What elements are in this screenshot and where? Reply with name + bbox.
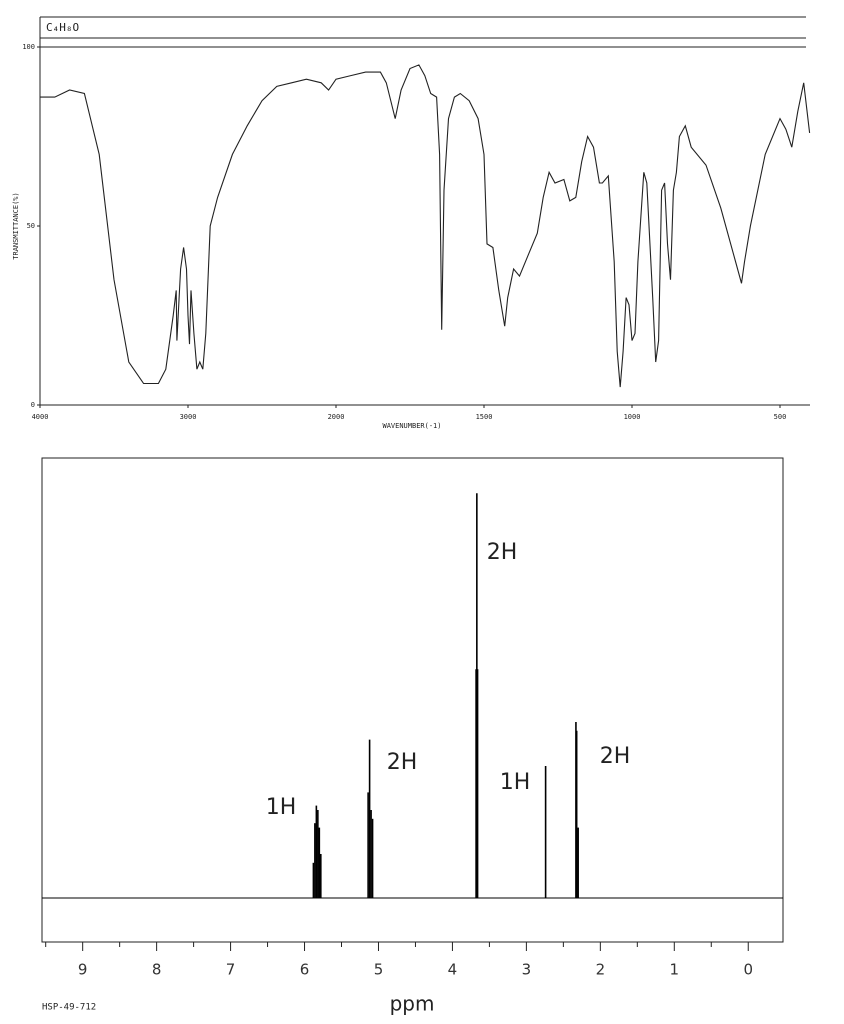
x-tick-label: 4000 bbox=[32, 413, 49, 421]
y-axis-label: TRANSMITTANCE(%) bbox=[12, 192, 20, 259]
x-tick-label: 5 bbox=[374, 961, 384, 979]
annotation: 2H bbox=[487, 540, 518, 565]
spectrum-line bbox=[40, 64, 811, 388]
y-tick-label: 100 bbox=[22, 43, 35, 51]
annotation: 1H bbox=[266, 795, 297, 820]
y-tick-label: 0 bbox=[31, 401, 35, 409]
x-axis-label: WAVENUMBER(-1) bbox=[382, 422, 441, 430]
x-tick-label: 0 bbox=[743, 961, 753, 979]
annotation: 2H bbox=[387, 750, 418, 775]
x-tick-label: 4 bbox=[448, 961, 458, 979]
x-tick-label: 2000 bbox=[328, 413, 345, 421]
x-tick-label: 8 bbox=[152, 961, 162, 979]
x-tick-label: 2 bbox=[596, 961, 606, 979]
x-tick-label: 3000 bbox=[180, 413, 197, 421]
x-tick-label: 500 bbox=[774, 413, 787, 421]
annotation: 2H bbox=[600, 744, 631, 769]
x-tick-label: 9 bbox=[78, 961, 88, 979]
formula: C₄H₈O bbox=[46, 21, 79, 34]
footnote: HSP-49-712 bbox=[42, 1003, 96, 1013]
x-axis-label: ppm bbox=[390, 992, 435, 1016]
x-tick-label: 1000 bbox=[624, 413, 641, 421]
nmr-frame bbox=[41, 457, 784, 943]
x-tick-label: 7 bbox=[226, 961, 236, 979]
x-tick-label: 1 bbox=[670, 961, 680, 979]
y-tick-label: 50 bbox=[27, 222, 35, 230]
x-tick-label: 3 bbox=[522, 961, 532, 979]
ir-frame bbox=[39, 16, 810, 406]
x-tick-label: 1500 bbox=[476, 413, 493, 421]
annotation: 1H bbox=[500, 770, 531, 795]
x-tick-label: 6 bbox=[300, 961, 310, 979]
